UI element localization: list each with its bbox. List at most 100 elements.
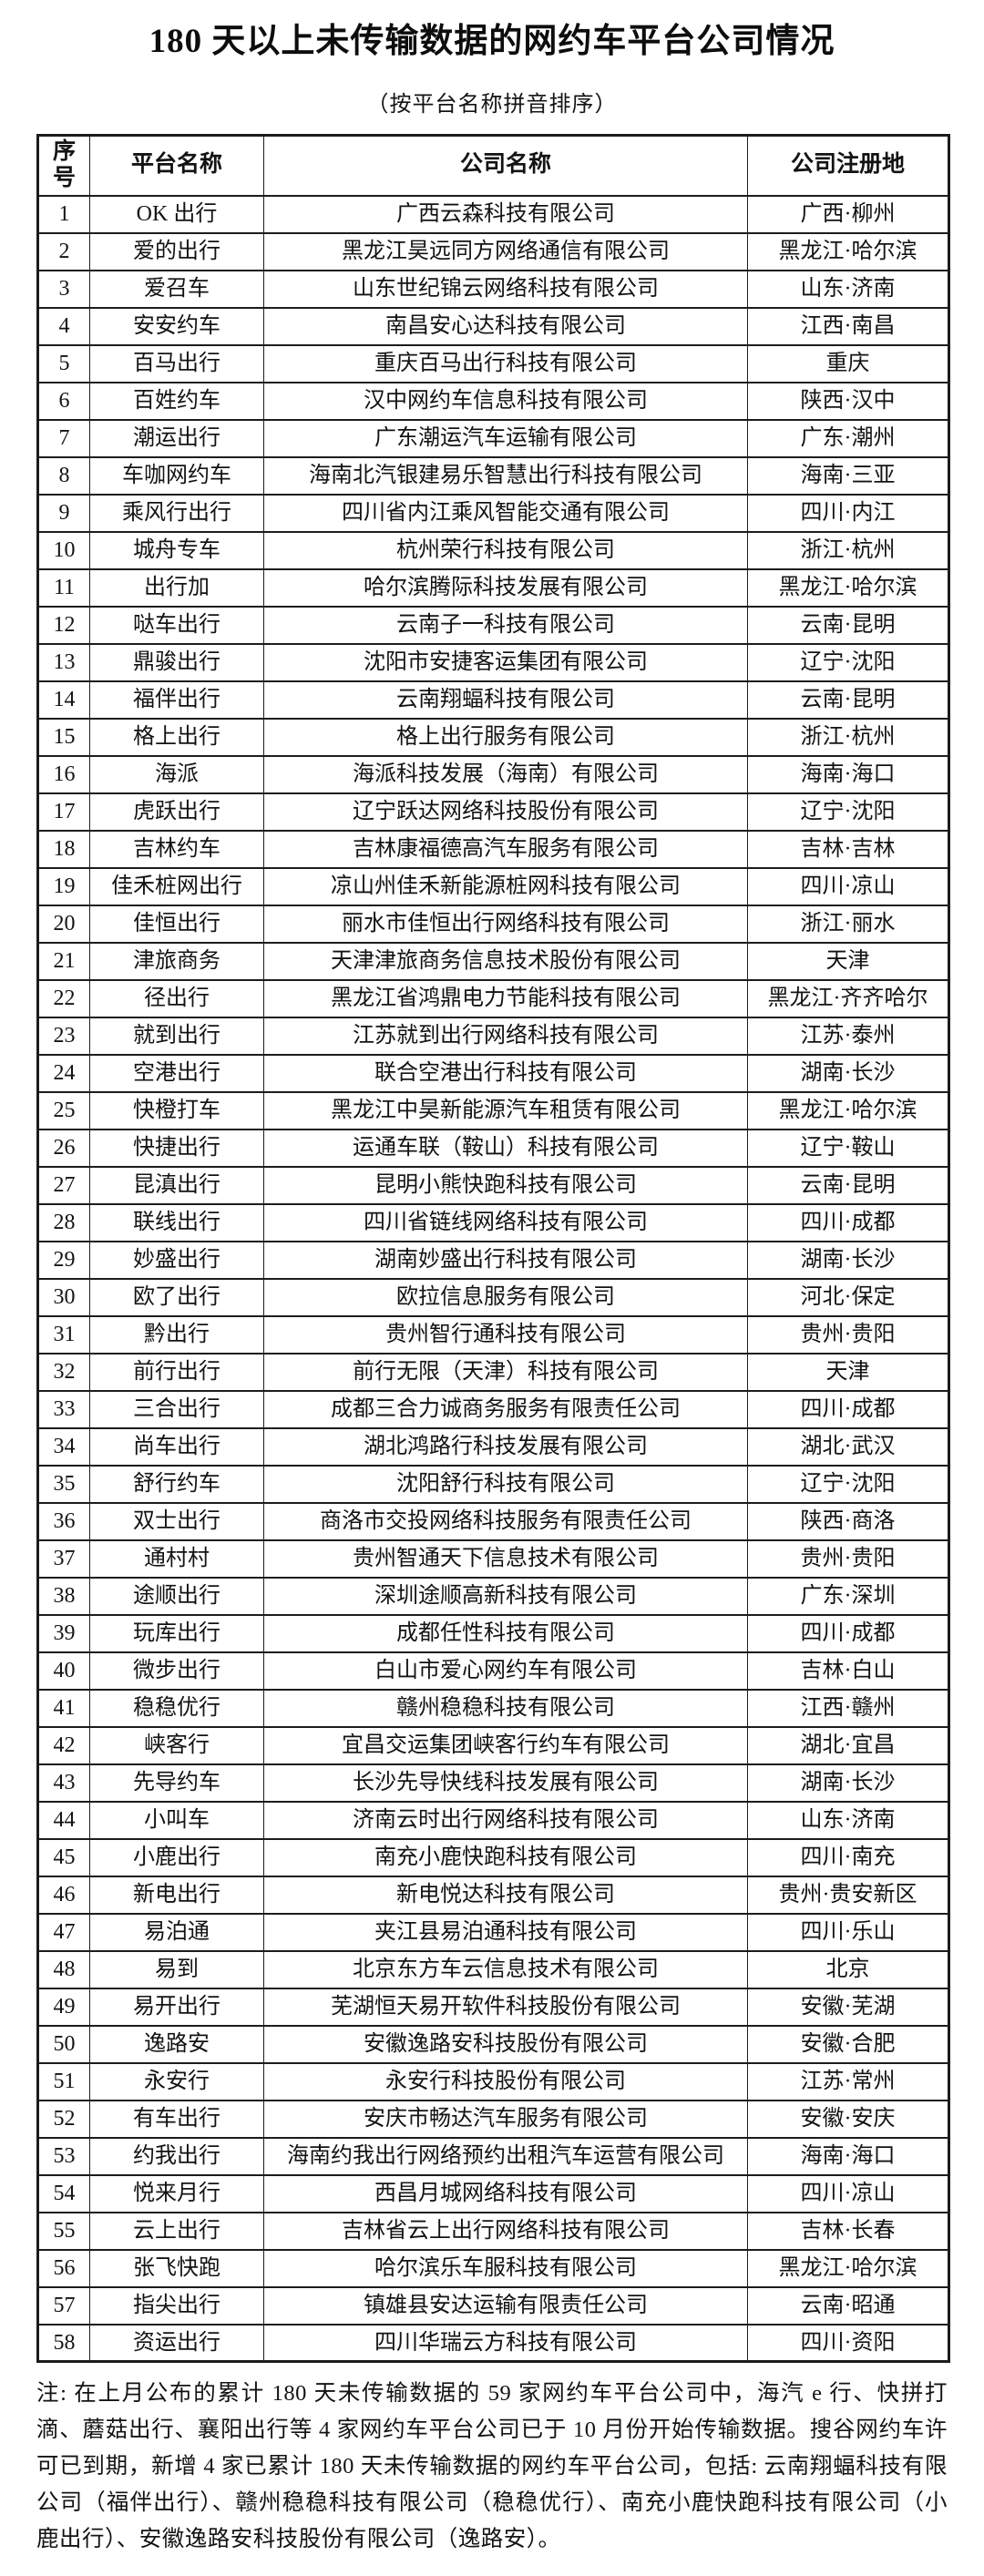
row-index-cell: 19 — [38, 868, 90, 905]
registration-place-cell: 广西·柳州 — [748, 196, 949, 233]
registration-place-cell: 陕西·商洛 — [748, 1503, 949, 1540]
company-name-cell: 南充小鹿快跑科技有限公司 — [264, 1839, 748, 1876]
table-row: 55云上出行吉林省云上出行网络科技有限公司吉林·长春 — [38, 2213, 949, 2250]
company-name-cell: 辽宁跃达网络科技股份有限公司 — [264, 793, 748, 831]
platform-name-cell: 佳恒出行 — [90, 905, 264, 943]
table-row: 53约我出行海南约我出行网络预约出租汽车运营有限公司海南·海口 — [38, 2138, 949, 2175]
table-row: 42峡客行宜昌交运集团峡客行约车有限公司湖北·宜昌 — [38, 1727, 949, 1764]
table-row: 45小鹿出行南充小鹿快跑科技有限公司四川·南充 — [38, 1839, 949, 1876]
row-index-cell: 18 — [38, 831, 90, 868]
row-index-cell: 24 — [38, 1055, 90, 1092]
row-index-cell: 25 — [38, 1092, 90, 1130]
row-index-cell: 58 — [38, 2325, 90, 2362]
table-row: 17虎跃出行辽宁跃达网络科技股份有限公司辽宁·沈阳 — [38, 793, 949, 831]
registration-place-cell: 湖南·长沙 — [748, 1055, 949, 1092]
table-row: 52有车出行安庆市畅达汽车服务有限公司安徽·安庆 — [38, 2101, 949, 2138]
company-name-cell: 云南子一科技有限公司 — [264, 607, 748, 644]
platform-name-cell: 潮运出行 — [90, 420, 264, 457]
table-row: 41稳稳优行赣州稳稳科技有限公司江西·赣州 — [38, 1690, 949, 1727]
row-index-cell: 57 — [38, 2287, 90, 2325]
platform-name-cell: 资运出行 — [90, 2325, 264, 2362]
registration-place-cell: 安徽·合肥 — [748, 2026, 949, 2063]
registration-place-cell: 云南·昆明 — [748, 607, 949, 644]
table-row: 57指尖出行镇雄县安达运输有限责任公司云南·昭通 — [38, 2287, 949, 2325]
company-name-cell: 成都三合力诚商务服务有限责任公司 — [264, 1391, 748, 1428]
company-name-cell: 山东世纪锦云网络科技有限公司 — [264, 271, 748, 308]
registration-place-cell: 浙江·杭州 — [748, 532, 949, 569]
company-name-cell: 成都任性科技有限公司 — [264, 1615, 748, 1652]
table-row: 27昆滇出行昆明小熊快跑科技有限公司云南·昆明 — [38, 1167, 949, 1204]
table-row: 16海派海派科技发展（海南）有限公司海南·海口 — [38, 756, 949, 793]
registration-place-cell: 重庆 — [748, 345, 949, 383]
table-header: 序号平台名称公司名称公司注册地 — [38, 136, 949, 196]
registration-place-cell: 江西·赣州 — [748, 1690, 949, 1727]
table-row: 58资运出行四川华瑞云方科技有限公司四川·资阳 — [38, 2325, 949, 2362]
registration-place-cell: 天津 — [748, 943, 949, 980]
registration-place-cell: 海南·海口 — [748, 2138, 949, 2175]
platform-name-cell: 乘风行出行 — [90, 495, 264, 532]
row-index-cell: 4 — [38, 308, 90, 345]
company-name-cell: 西昌月城网络科技有限公司 — [264, 2175, 748, 2213]
registration-place-cell: 广东·潮州 — [748, 420, 949, 457]
platform-name-cell: 空港出行 — [90, 1055, 264, 1092]
company-name-cell: 凉山州佳禾新能源桩网科技有限公司 — [264, 868, 748, 905]
company-name-cell: 杭州荣行科技有限公司 — [264, 532, 748, 569]
table-row: 14福伴出行云南翔蝠科技有限公司云南·昆明 — [38, 681, 949, 719]
row-index-cell: 41 — [38, 1690, 90, 1727]
platform-name-cell: 稳稳优行 — [90, 1690, 264, 1727]
row-index-cell: 56 — [38, 2250, 90, 2287]
company-name-cell: 四川省链线网络科技有限公司 — [264, 1204, 748, 1242]
registration-place-cell: 江苏·常州 — [748, 2063, 949, 2101]
registration-place-cell: 四川·凉山 — [748, 2175, 949, 2213]
table-row: 12哒车出行云南子一科技有限公司云南·昆明 — [38, 607, 949, 644]
platform-name-cell: 小叫车 — [90, 1802, 264, 1839]
row-index-cell: 45 — [38, 1839, 90, 1876]
table-row: 32前行出行前行无限（天津）科技有限公司天津 — [38, 1354, 949, 1391]
row-index-cell: 38 — [38, 1578, 90, 1615]
platform-name-cell: 玩库出行 — [90, 1615, 264, 1652]
platform-name-cell: 虎跃出行 — [90, 793, 264, 831]
company-name-cell: 吉林康福德高汽车服务有限公司 — [264, 831, 748, 868]
registration-place-cell: 四川·南充 — [748, 1839, 949, 1876]
platform-name-cell: 爱的出行 — [90, 233, 264, 271]
table-row: 31黔出行贵州智行通科技有限公司贵州·贵阳 — [38, 1316, 949, 1354]
company-name-cell: 沈阳舒行科技有限公司 — [264, 1466, 748, 1503]
row-index-cell: 32 — [38, 1354, 90, 1391]
registration-place-cell: 辽宁·沈阳 — [748, 793, 949, 831]
registration-place-cell: 黑龙江·齐齐哈尔 — [748, 980, 949, 1017]
company-name-cell: 黑龙江省鸿鼎电力节能科技有限公司 — [264, 980, 748, 1017]
footnote: 注: 在上月公布的累计 180 天未传输数据的 59 家网约车平台公司中，海汽 … — [36, 2376, 948, 2558]
row-index-cell: 23 — [38, 1017, 90, 1055]
page-title: 180 天以上未传输数据的网约车平台公司情况 — [36, 13, 948, 62]
platform-name-cell: 易到 — [90, 1951, 264, 1988]
row-index-cell: 17 — [38, 793, 90, 831]
row-index-cell: 50 — [38, 2026, 90, 2063]
row-index-cell: 40 — [38, 1652, 90, 1690]
registration-place-cell: 贵州·贵阳 — [748, 1540, 949, 1578]
company-name-cell: 新电悦达科技有限公司 — [264, 1876, 748, 1914]
company-name-cell: 白山市爱心网约车有限公司 — [264, 1652, 748, 1690]
company-name-cell: 芜湖恒天易开软件科技股份有限公司 — [264, 1988, 748, 2026]
registration-place-cell: 贵州·贵阳 — [748, 1316, 949, 1354]
company-name-cell: 江苏就到出行网络科技有限公司 — [264, 1017, 748, 1055]
registration-place-cell: 吉林·吉林 — [748, 831, 949, 868]
row-index-cell: 9 — [38, 495, 90, 532]
platform-name-cell: 指尖出行 — [90, 2287, 264, 2325]
platform-name-cell: 福伴出行 — [90, 681, 264, 719]
platform-name-cell: 有车出行 — [90, 2101, 264, 2138]
row-index-cell: 35 — [38, 1466, 90, 1503]
row-index-cell: 53 — [38, 2138, 90, 2175]
table-row: 49易开出行芜湖恒天易开软件科技股份有限公司安徽·芜湖 — [38, 1988, 949, 2026]
company-name-cell: 前行无限（天津）科技有限公司 — [264, 1354, 748, 1391]
row-index-cell: 49 — [38, 1988, 90, 2026]
company-name-cell: 哈尔滨乐车服科技有限公司 — [264, 2250, 748, 2287]
company-name-cell: 四川省内江乘风智能交通有限公司 — [264, 495, 748, 532]
company-name-cell: 镇雄县安达运输有限责任公司 — [264, 2287, 748, 2325]
row-index-cell: 6 — [38, 383, 90, 420]
registration-place-cell: 辽宁·沈阳 — [748, 644, 949, 681]
table-row: 7潮运出行广东潮运汽车运输有限公司广东·潮州 — [38, 420, 949, 457]
platform-name-cell: 海派 — [90, 756, 264, 793]
company-name-cell: 运通车联（鞍山）科技有限公司 — [264, 1130, 748, 1167]
table-row: 22径出行黑龙江省鸿鼎电力节能科技有限公司黑龙江·齐齐哈尔 — [38, 980, 949, 1017]
platform-name-cell: 云上出行 — [90, 2213, 264, 2250]
